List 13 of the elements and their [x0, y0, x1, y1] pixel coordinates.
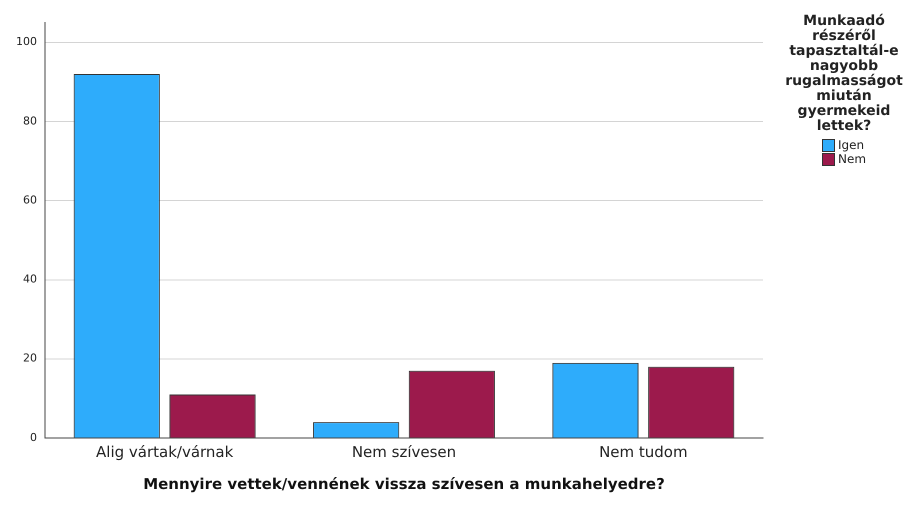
y-tick-label: 80 — [22, 114, 37, 128]
legend-title: Munkaadó részéről tapasztaltál-e nagyobb rugalmasságot miután gyermekeid lettek? — [784, 13, 904, 134]
y-tick-label: 100 — [16, 35, 37, 48]
x-axis-title: Mennyire vettek/vennének vissza szívesen a munkahelyedre? — [143, 474, 665, 493]
x-tick-label: Alig vártak/várnak — [96, 442, 234, 461]
y-tick-label: 40 — [22, 272, 37, 286]
x-tick-label: Nem tudom — [599, 442, 688, 461]
x-tick-label: Nem szívesen — [352, 442, 456, 461]
y-tick-label: 0 — [30, 430, 37, 444]
legend-label: Igen — [838, 138, 864, 152]
y-tick-label: 60 — [22, 193, 37, 206]
legend-label: Nem — [838, 152, 866, 166]
y-tick-label: 20 — [22, 352, 37, 365]
